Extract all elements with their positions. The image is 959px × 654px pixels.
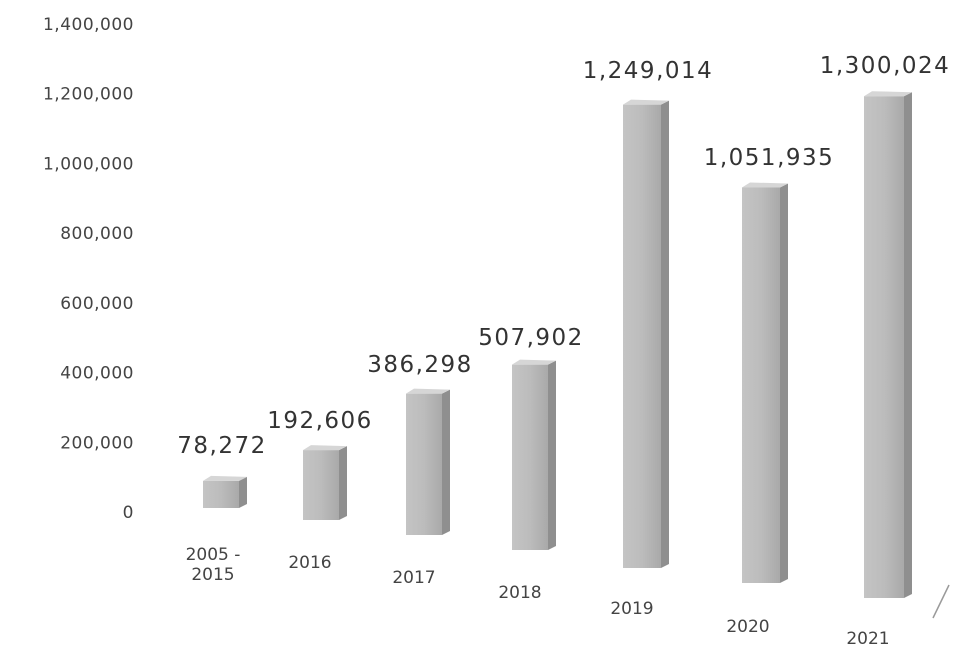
- data-label: 1,300,024: [820, 53, 951, 79]
- bar: [512, 359, 556, 550]
- data-label: 1,051,935: [704, 145, 835, 171]
- data-label: 1,249,014: [583, 58, 714, 84]
- data-label: 192,606: [267, 408, 373, 434]
- x-tick-label: 2021: [846, 629, 889, 649]
- x-tick-label: 2017: [392, 568, 435, 588]
- x-axis: 2005 -2015 2016 2017 2018 2019 2020 2021: [186, 545, 890, 649]
- y-tick-label: 1,000,000: [43, 154, 134, 174]
- data-label: 507,902: [478, 325, 584, 351]
- y-tick-label: 1,200,000: [43, 85, 134, 105]
- y-tick-label: 0: [123, 503, 134, 523]
- y-axis: 1,400,000 1,200,000 1,000,000 800,000 600,00…: [43, 15, 134, 523]
- bar: [203, 475, 247, 508]
- y-tick-label: 400,000: [60, 364, 134, 384]
- bar: [864, 91, 912, 598]
- bar: [303, 445, 347, 520]
- y-tick-label: 800,000: [60, 224, 134, 244]
- x-tick-label: 2005 -2015: [186, 545, 241, 585]
- data-label: 386,298: [367, 352, 473, 378]
- x-tick-label: 2018: [498, 583, 541, 603]
- bar: [406, 388, 450, 535]
- x-tick-label: 2019: [610, 599, 653, 619]
- y-tick-label: 200,000: [60, 433, 134, 453]
- bar: [742, 182, 788, 583]
- decorative-stroke: [932, 584, 950, 619]
- y-tick-label: 600,000: [60, 294, 134, 314]
- x-tick-label: 2020: [726, 617, 769, 637]
- bar: [623, 99, 669, 568]
- y-tick-label: 1,400,000: [43, 15, 134, 35]
- x-tick-label: 2016: [288, 553, 331, 573]
- data-label: 78,272: [177, 433, 266, 459]
- bars: [203, 91, 912, 598]
